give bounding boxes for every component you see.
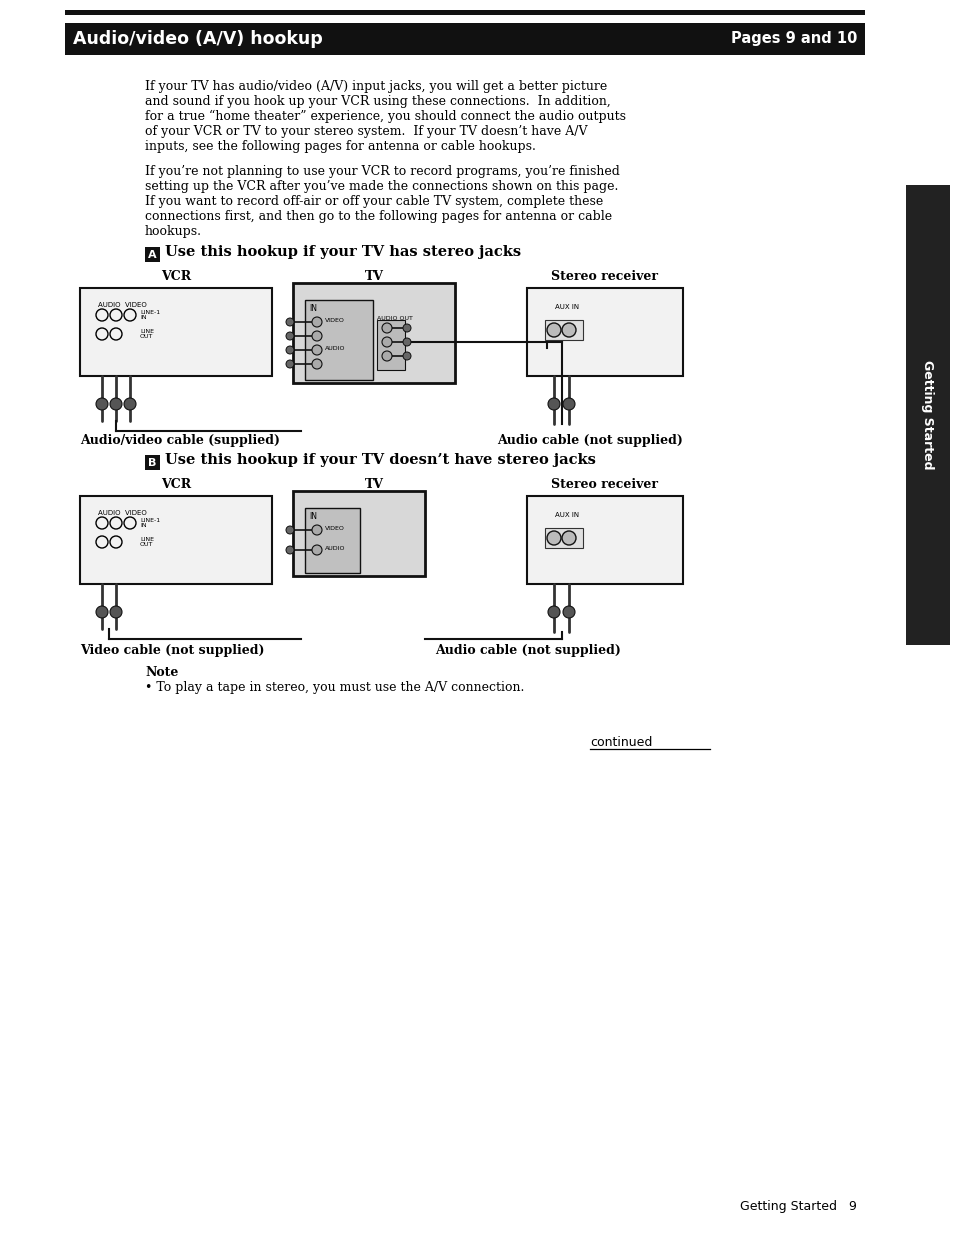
Circle shape bbox=[124, 398, 136, 410]
Circle shape bbox=[286, 546, 294, 555]
Text: AUDIO: AUDIO bbox=[325, 347, 345, 352]
Text: A: A bbox=[148, 249, 156, 261]
Circle shape bbox=[312, 345, 322, 354]
Circle shape bbox=[562, 606, 575, 618]
Bar bbox=[65, 10, 864, 15]
Bar bbox=[145, 454, 160, 471]
Circle shape bbox=[561, 531, 576, 545]
Circle shape bbox=[286, 332, 294, 340]
Circle shape bbox=[312, 525, 322, 535]
Circle shape bbox=[562, 398, 575, 410]
Circle shape bbox=[286, 359, 294, 368]
Text: inputs, see the following pages for antenna or cable hookups.: inputs, see the following pages for ante… bbox=[145, 140, 536, 153]
Text: Stereo receiver: Stereo receiver bbox=[551, 270, 658, 283]
Circle shape bbox=[402, 324, 411, 332]
Text: for a true “home theater” experience, you should connect the audio outputs: for a true “home theater” experience, yo… bbox=[145, 110, 625, 124]
Text: LINE
OUT: LINE OUT bbox=[140, 536, 153, 547]
Text: Pages 9 and 10: Pages 9 and 10 bbox=[730, 32, 856, 47]
Text: Stereo receiver: Stereo receiver bbox=[551, 478, 658, 492]
Text: VCR: VCR bbox=[161, 478, 191, 492]
Text: AUDIO  VIDEO: AUDIO VIDEO bbox=[98, 303, 147, 308]
Text: of your VCR or TV to your stereo system.  If your TV doesn’t have A/V: of your VCR or TV to your stereo system.… bbox=[145, 125, 587, 138]
Text: If you want to record off-air or off your cable TV system, complete these: If you want to record off-air or off you… bbox=[145, 195, 602, 207]
Text: If you’re not planning to use your VCR to record programs, you’re finished: If you’re not planning to use your VCR t… bbox=[145, 165, 619, 178]
Bar bbox=[293, 492, 424, 576]
Text: AUDIO OUT: AUDIO OUT bbox=[376, 316, 413, 321]
Text: Getting Started   9: Getting Started 9 bbox=[740, 1200, 856, 1213]
Text: IN: IN bbox=[309, 304, 316, 312]
Text: continued: continued bbox=[589, 736, 652, 748]
Text: Audio/video cable (supplied): Audio/video cable (supplied) bbox=[80, 433, 280, 447]
Circle shape bbox=[312, 545, 322, 555]
Text: Use this hookup if your TV has stereo jacks: Use this hookup if your TV has stereo ja… bbox=[165, 245, 520, 259]
Bar bbox=[526, 496, 682, 584]
Bar bbox=[305, 300, 373, 380]
Circle shape bbox=[286, 346, 294, 354]
Bar bbox=[905, 185, 949, 645]
Text: AUDIO  VIDEO: AUDIO VIDEO bbox=[98, 510, 147, 516]
Circle shape bbox=[546, 324, 560, 337]
Bar bbox=[544, 320, 582, 340]
Bar bbox=[145, 247, 160, 262]
Circle shape bbox=[381, 337, 392, 347]
Text: VIDEO: VIDEO bbox=[325, 526, 345, 531]
Text: Audio cable (not supplied): Audio cable (not supplied) bbox=[497, 433, 682, 447]
Text: and sound if you hook up your VCR using these connections.  In addition,: and sound if you hook up your VCR using … bbox=[145, 95, 610, 107]
Text: Getting Started: Getting Started bbox=[921, 361, 934, 469]
Text: AUX IN: AUX IN bbox=[555, 513, 578, 517]
Text: • To play a tape in stereo, you must use the A/V connection.: • To play a tape in stereo, you must use… bbox=[145, 680, 524, 694]
Bar bbox=[544, 529, 582, 548]
Text: AUX IN: AUX IN bbox=[555, 304, 578, 310]
Text: TV: TV bbox=[364, 270, 383, 283]
Circle shape bbox=[110, 398, 122, 410]
Text: VCR: VCR bbox=[161, 270, 191, 283]
Text: connections first, and then go to the following pages for antenna or cable: connections first, and then go to the fo… bbox=[145, 210, 612, 224]
Circle shape bbox=[96, 606, 108, 618]
Text: LINE-1
IN: LINE-1 IN bbox=[140, 310, 160, 320]
Text: B: B bbox=[148, 458, 156, 468]
Bar bbox=[293, 283, 455, 383]
Circle shape bbox=[381, 351, 392, 361]
Text: Video cable (not supplied): Video cable (not supplied) bbox=[80, 643, 264, 657]
Circle shape bbox=[546, 531, 560, 545]
Text: Note: Note bbox=[145, 666, 178, 679]
Circle shape bbox=[381, 324, 392, 333]
Text: Audio cable (not supplied): Audio cable (not supplied) bbox=[435, 643, 620, 657]
Bar bbox=[305, 508, 359, 573]
Circle shape bbox=[402, 338, 411, 346]
Text: Audio/video (A/V) hookup: Audio/video (A/V) hookup bbox=[73, 30, 322, 48]
Circle shape bbox=[312, 317, 322, 327]
Text: VIDEO: VIDEO bbox=[325, 319, 345, 324]
Circle shape bbox=[402, 352, 411, 359]
Circle shape bbox=[312, 359, 322, 369]
Bar bbox=[80, 288, 272, 375]
Text: Use this hookup if your TV doesn’t have stereo jacks: Use this hookup if your TV doesn’t have … bbox=[165, 453, 596, 467]
Text: AUDIO: AUDIO bbox=[325, 547, 345, 552]
Circle shape bbox=[547, 398, 559, 410]
Bar bbox=[65, 23, 864, 56]
Circle shape bbox=[547, 606, 559, 618]
Text: TV: TV bbox=[364, 478, 383, 492]
Circle shape bbox=[286, 526, 294, 534]
Circle shape bbox=[96, 398, 108, 410]
Circle shape bbox=[286, 317, 294, 326]
Circle shape bbox=[561, 324, 576, 337]
Bar bbox=[526, 288, 682, 375]
Text: If your TV has audio/video (A/V) input jacks, you will get a better picture: If your TV has audio/video (A/V) input j… bbox=[145, 80, 607, 93]
Text: LINE
OUT: LINE OUT bbox=[140, 329, 153, 340]
Text: IN: IN bbox=[309, 513, 316, 521]
Text: hookups.: hookups. bbox=[145, 225, 202, 238]
Text: LINE-1
IN: LINE-1 IN bbox=[140, 517, 160, 529]
Text: setting up the VCR after you’ve made the connections shown on this page.: setting up the VCR after you’ve made the… bbox=[145, 180, 618, 193]
Bar bbox=[376, 320, 405, 370]
Circle shape bbox=[312, 331, 322, 341]
Circle shape bbox=[110, 606, 122, 618]
Bar bbox=[80, 496, 272, 584]
